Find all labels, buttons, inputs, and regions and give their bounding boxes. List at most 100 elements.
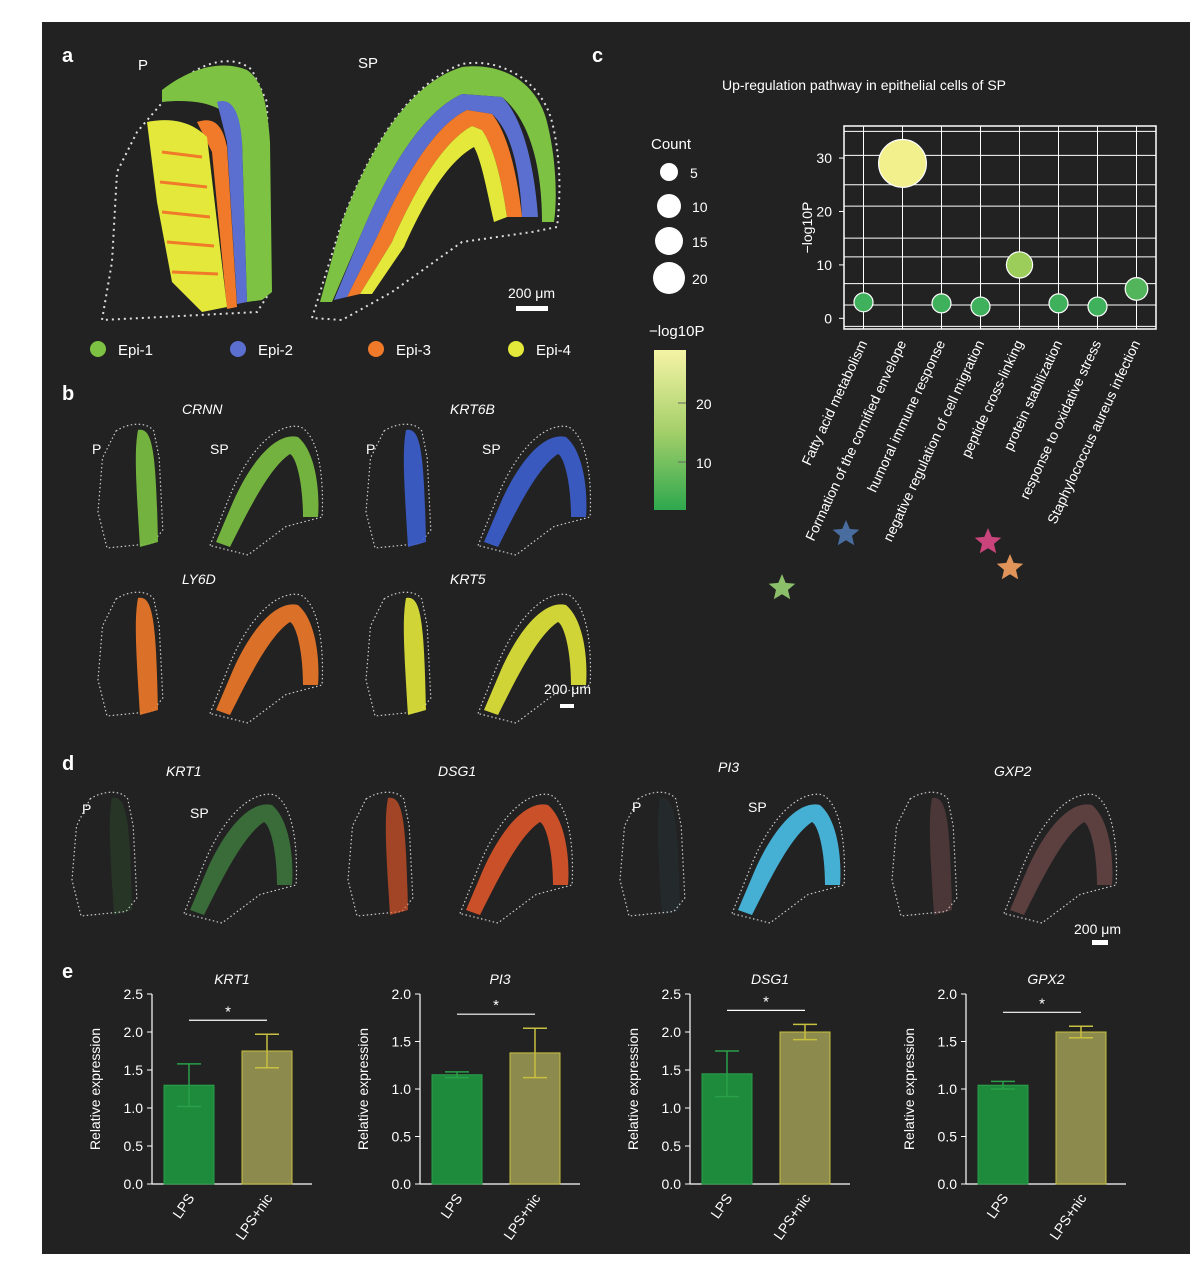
panel-d-letter: d	[62, 753, 74, 775]
bar	[779, 1031, 831, 1185]
bar-category-label: LPS+nic	[1046, 1191, 1089, 1243]
ly6d-sp-outline	[209, 593, 324, 724]
bar-category-label: LPS	[169, 1191, 197, 1222]
bar-ytick-label: 0.0	[392, 1176, 412, 1192]
panel-d-gene-maps	[71, 791, 1118, 924]
bar-ylabel: Relative expression	[87, 1028, 103, 1150]
panel-d-p-label-1: P	[82, 801, 91, 817]
bubble-ylabel: −log10P	[799, 202, 815, 254]
bar-chart-title: KRT1	[214, 971, 250, 987]
krt1-sp-signal	[190, 804, 293, 915]
panel-c-letter: c	[592, 45, 603, 67]
bar-ytick-label: 2.0	[938, 986, 958, 1002]
bar	[241, 1050, 293, 1185]
tissue-map-p	[100, 60, 272, 322]
crnn-p-outline	[97, 423, 164, 549]
count-legend-dot-15	[655, 227, 683, 255]
figure-panel: a P SP 200 μm Epi-1 Epi-2 Epi-3 Epi-4 b …	[42, 22, 1190, 1254]
bar	[1055, 1031, 1107, 1185]
highlight-star-icon	[768, 574, 796, 600]
bar-ylabel: Relative expression	[901, 1028, 917, 1150]
gxp2-sp-signal	[1010, 804, 1113, 915]
legend-label-epi3: Epi-3	[396, 342, 431, 359]
bubble-ytick-label: 10	[816, 257, 832, 273]
krt1-p-signal	[109, 797, 132, 915]
panel-a-scale-label: 200 μm	[508, 285, 555, 301]
bar-chart-title: GPX2	[1027, 971, 1065, 987]
count-legend-label-5: 5	[690, 165, 698, 181]
krt5-sp-outline	[477, 593, 592, 724]
count-legend-label-15: 15	[692, 234, 708, 250]
colorbar-label-20: 20	[696, 396, 712, 412]
bubble-ytick-label: 30	[816, 150, 832, 166]
colorbar-title: −log10P	[649, 323, 704, 340]
legend-dot-epi4	[508, 341, 524, 357]
significance-star: *	[225, 1003, 231, 1020]
bar-ytick-label: 1.5	[938, 1034, 958, 1050]
bar-ytick-label: 0.5	[938, 1129, 958, 1145]
panel-d-gene-krt1: KRT1	[166, 763, 202, 779]
bar-category-label: LPS+nic	[500, 1191, 543, 1243]
panel-d-scale-label: 200 μm	[1074, 921, 1121, 937]
count-legend-dot-20	[653, 262, 685, 294]
pi3-sp-signal	[738, 804, 841, 915]
panel-a-scale-bar	[516, 306, 548, 311]
krt6b-p-signal	[403, 429, 426, 547]
bar-chart-title: DSG1	[751, 971, 789, 987]
legend-label-epi1: Epi-1	[118, 342, 153, 359]
bar-category-label: LPS+nic	[770, 1191, 813, 1243]
count-legend-label-20: 20	[692, 271, 708, 287]
panel-b-p-label-1: P	[92, 441, 101, 457]
count-legend-dot-5	[660, 163, 678, 181]
crnn-sp-signal	[216, 436, 319, 547]
bar-chart-title: PI3	[489, 971, 510, 987]
legend-dot-epi1	[90, 341, 106, 357]
panel-b-gene-maps	[97, 423, 592, 724]
panel-b-p-label-2: P	[366, 441, 375, 457]
bar-ytick-label: 1.0	[392, 1081, 412, 1097]
bubble-ytick-label: 0	[824, 310, 832, 326]
bubble-point	[970, 296, 991, 317]
panel-a-tissue-sp: SP	[358, 55, 378, 72]
panel-d-gene-dsg1: DSG1	[438, 763, 476, 779]
bar-ytick-label: 1.0	[938, 1081, 958, 1097]
legend-dot-epi3	[368, 341, 384, 357]
crnn-sp-outline	[209, 425, 324, 556]
panel-b-gene-ly6d: LY6D	[182, 571, 216, 587]
bar	[431, 1074, 483, 1185]
highlight-star-icon	[832, 520, 860, 546]
panel-b-letter: b	[62, 383, 74, 405]
panel-a-tissue-p: P	[138, 57, 148, 74]
legend-label-epi4: Epi-4	[536, 342, 571, 359]
highlight-star-icon	[974, 528, 1002, 554]
bubble-point	[1048, 293, 1069, 314]
bubble-point	[1087, 296, 1108, 317]
panel-c-title: Up-regulation pathway in epithelial cell…	[722, 77, 1006, 93]
panel-d-scale-bar	[1092, 940, 1108, 945]
tissue-map-sp	[310, 61, 561, 322]
bar-ytick-label: 1.0	[662, 1100, 682, 1116]
dsg1-sp-signal	[466, 804, 569, 915]
highlight-star-icon	[996, 554, 1024, 580]
pi3-p-outline	[619, 791, 686, 917]
bar-ytick-label: 1.5	[124, 1062, 144, 1078]
bar-ytick-label: 0.0	[662, 1176, 682, 1192]
krt5-p-signal	[403, 597, 426, 715]
krt5-p-outline	[365, 591, 432, 717]
panel-b-gene-crnn: CRNN	[182, 401, 223, 417]
count-legend-label-10: 10	[692, 199, 708, 215]
bar-ytick-label: 0.0	[938, 1176, 958, 1192]
bar-ytick-label: 0.5	[124, 1138, 144, 1154]
krt6b-sp-signal	[484, 436, 587, 547]
bar-ytick-label: 2.0	[124, 1024, 144, 1040]
bubble-point	[853, 292, 874, 313]
significance-star: *	[493, 997, 499, 1014]
krt6b-p-outline	[365, 423, 432, 549]
krt1-p-outline	[71, 791, 138, 917]
count-legend: Count 5 10 15 20	[651, 136, 708, 294]
significance-star: *	[763, 993, 769, 1010]
panel-b-sp-label-2: SP	[482, 441, 501, 457]
bar-ytick-label: 1.5	[662, 1062, 682, 1078]
panel-d-sp-label-2: SP	[748, 799, 767, 815]
